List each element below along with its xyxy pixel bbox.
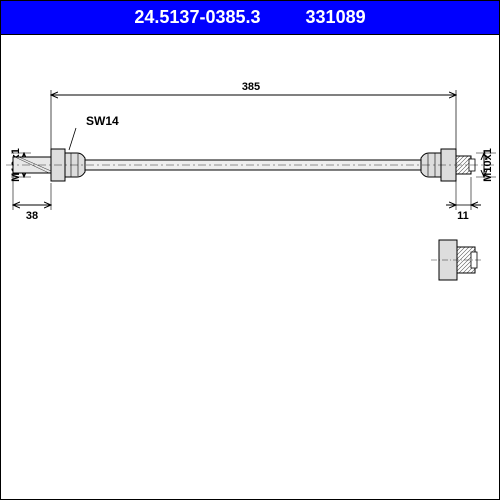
header-bar: 24.5137-0385.3 331089 <box>1 1 499 35</box>
overall-length-label: 385 <box>242 81 260 93</box>
left-ext-label: 38 <box>26 210 38 222</box>
ref-number: 331089 <box>306 7 366 27</box>
technical-drawing: 385 M10x1 SW14 M10x1 <box>1 35 499 495</box>
right-ext-label: 11 <box>457 210 469 222</box>
wrench-size-label: SW14 <box>86 114 119 128</box>
detail-view <box>431 240 481 280</box>
part-number: 24.5137-0385.3 <box>134 7 260 27</box>
diagram-container: 24.5137-0385.3 331089 385 M10x1 SW14 <box>0 0 500 500</box>
